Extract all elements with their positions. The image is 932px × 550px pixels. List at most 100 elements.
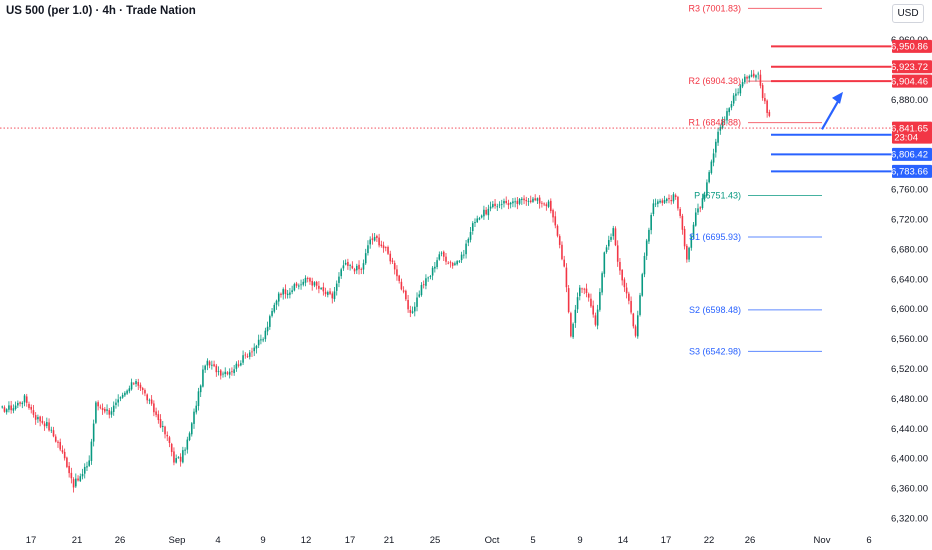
candle-body	[286, 293, 289, 296]
chart-title: US 500 (per 1.0) · 4h · Trade Nation	[6, 5, 196, 17]
candle-body	[396, 269, 398, 277]
candle-body	[25, 396, 28, 403]
candle-body	[168, 437, 171, 443]
candle-body	[353, 269, 356, 272]
candle-body	[467, 239, 470, 243]
candle-body	[10, 405, 12, 411]
candle-body	[188, 433, 191, 441]
candle-body	[411, 311, 414, 313]
candle-body	[746, 76, 748, 79]
candle-body	[389, 253, 392, 262]
candle-body	[369, 239, 371, 245]
x-tick-label: 26	[115, 535, 126, 546]
pivot-s1-label: S1 (6695.93)	[689, 232, 741, 242]
candle-body	[585, 288, 588, 294]
candle-body	[766, 100, 768, 113]
candle-body	[215, 365, 218, 373]
candle-body	[298, 285, 300, 287]
y-axis[interactable]: 6,320.00 6,360.00 6,400.00 6,440.00 6,480.00…	[891, 35, 928, 524]
candle-body	[182, 450, 184, 463]
candle-body	[117, 399, 119, 403]
candle-body	[17, 402, 19, 406]
candle-body	[628, 293, 630, 301]
candle-body	[498, 204, 501, 206]
candle-body	[587, 293, 590, 298]
candle-body	[81, 473, 84, 477]
candle-body	[503, 200, 505, 204]
candle-body	[195, 405, 198, 413]
resistance-tag-3-bg	[892, 74, 932, 88]
currency-button[interactable]: USD	[892, 4, 924, 23]
candle-body	[518, 198, 521, 204]
candle-body	[269, 316, 271, 327]
candle-body	[596, 309, 599, 326]
pivot-r2-label: R2 (6904.38)	[688, 76, 741, 86]
candle-body	[135, 381, 137, 385]
current-price-tag-label: 6,841.65	[891, 123, 928, 134]
candle-body	[104, 409, 106, 412]
candle-body	[300, 284, 302, 286]
candle-body	[764, 97, 766, 102]
candle-body	[632, 313, 635, 327]
candle-body	[271, 310, 273, 316]
candle-body	[454, 263, 456, 265]
candle-body	[641, 274, 644, 296]
candle-body	[536, 198, 539, 201]
resistance-tag-1-label: 6,950.86	[891, 42, 928, 53]
x-tick-label: 9	[260, 535, 265, 546]
candle-body	[554, 216, 557, 226]
candle-body	[672, 194, 675, 202]
resistance-tag-2-label: 6,923.72	[891, 62, 928, 73]
candle-body	[240, 363, 242, 366]
candle-body	[487, 208, 490, 216]
candle-body	[429, 276, 432, 278]
y-tick-label: 6,480.00	[891, 394, 928, 405]
candle-body	[478, 218, 481, 220]
current-price-countdown: 23:04	[894, 133, 918, 144]
candle-body	[755, 75, 757, 78]
candle-body	[739, 85, 742, 94]
candle-body	[208, 361, 211, 366]
candle-body	[692, 224, 695, 238]
candle-body	[150, 399, 153, 404]
candle-body	[217, 371, 220, 373]
candle-body	[226, 372, 229, 375]
candle-body	[670, 199, 673, 202]
candle-body	[335, 283, 338, 291]
candle-body	[324, 291, 327, 295]
candle-body	[315, 281, 318, 286]
candle-body	[52, 430, 55, 437]
candle-body	[590, 298, 592, 307]
candle-body	[193, 411, 195, 424]
candle-body	[431, 267, 434, 276]
price-tags-layer: 6,950.866,923.726,904.466,832.686,806.42…	[891, 39, 932, 178]
candle-body	[233, 369, 235, 374]
candle-body	[144, 390, 146, 394]
candle-body	[70, 472, 73, 479]
candle-body	[148, 399, 151, 401]
candle-body	[438, 254, 441, 260]
x-axis[interactable]: 17 21 26 Sep 4 9 12 17 21 25 Oct 5 9 14 17 22 26 Nov 6	[26, 535, 872, 546]
candle-body	[14, 405, 17, 409]
candle-body	[284, 289, 287, 295]
candle-body	[139, 384, 142, 389]
candle-body	[710, 161, 713, 174]
candle-body	[211, 364, 213, 366]
y-tick-label: 6,320.00	[891, 514, 928, 525]
candle-body	[447, 262, 450, 264]
candle-body	[19, 402, 21, 404]
y-tick-label: 6,600.00	[891, 304, 928, 315]
candle-body	[583, 288, 586, 290]
candle-body	[48, 422, 50, 431]
x-tick-label: 21	[72, 535, 83, 546]
candle-body	[327, 292, 329, 295]
candle-body	[141, 388, 144, 391]
x-tick-label: 17	[345, 535, 356, 546]
candle-body	[514, 201, 516, 203]
candle-body	[402, 290, 405, 292]
candle-body	[311, 280, 313, 286]
y-tick-label: 6,560.00	[891, 334, 928, 345]
pivot-s2-label: S2 (6598.48)	[689, 305, 741, 315]
candle-body	[329, 291, 331, 294]
